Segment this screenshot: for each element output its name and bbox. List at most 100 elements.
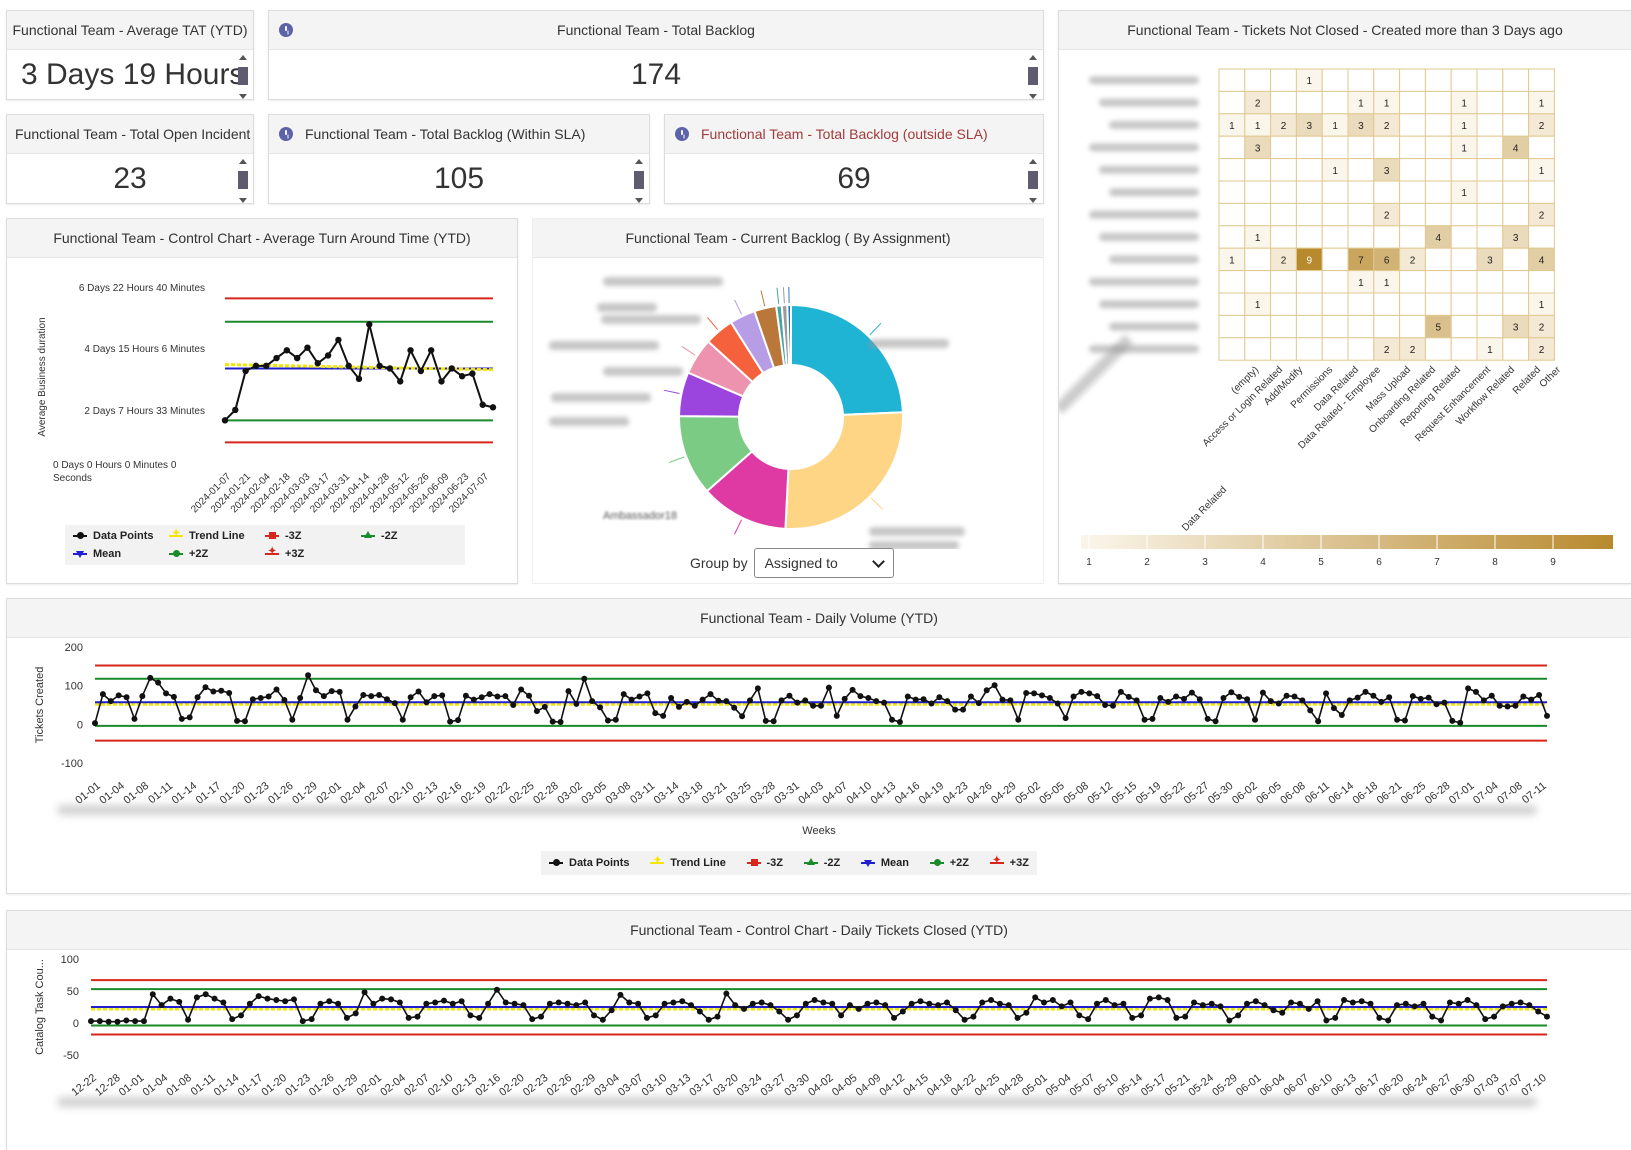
- x-tick-label: 01-26: [266, 780, 296, 807]
- data-point: [1086, 690, 1093, 697]
- data-point: [478, 694, 485, 701]
- legend-item[interactable]: +2Z: [169, 548, 265, 560]
- legend-label: Mean: [880, 857, 910, 869]
- legend-item[interactable]: -3Z: [265, 530, 361, 542]
- x-tick-label: 01-17: [194, 780, 224, 807]
- heatmap-cell: [1450, 314, 1478, 339]
- data-point: [786, 692, 793, 699]
- data-point: [1208, 1000, 1215, 1007]
- data-point: [846, 1002, 853, 1009]
- legend-item[interactable]: +3Z: [265, 546, 361, 560]
- legend-label: Data Points: [569, 857, 630, 869]
- panel-header: Functional Team - Current Backlog ( By A…: [533, 219, 1043, 258]
- data-point: [320, 693, 327, 700]
- data-point: [967, 693, 974, 700]
- data-point: [762, 717, 769, 724]
- scrollbar[interactable]: [1027, 53, 1039, 99]
- data-point: [857, 693, 864, 700]
- data-point: [246, 1000, 253, 1007]
- redacted-label: [551, 393, 651, 402]
- data-point: [1133, 697, 1140, 704]
- legend-item[interactable]: Data Points: [549, 857, 630, 869]
- heatmap-cell-value: 1: [1539, 99, 1545, 110]
- data-point: [1120, 1000, 1127, 1007]
- legend-item[interactable]: +2Z: [929, 857, 969, 869]
- data-point: [423, 1000, 430, 1007]
- data-point: [1367, 1000, 1374, 1007]
- legend-item[interactable]: Mean: [73, 548, 169, 560]
- legend-item[interactable]: -2Z: [803, 857, 840, 869]
- y-axis-label: Catalog Task Cou...: [34, 959, 46, 1055]
- data-point: [265, 693, 272, 700]
- data-point: [1354, 694, 1361, 701]
- legend-item[interactable]: -2Z: [361, 530, 457, 542]
- data-point: [1393, 1002, 1400, 1009]
- data-point: [273, 686, 280, 693]
- data-point: [282, 998, 289, 1005]
- legend-item[interactable]: Data Points: [73, 530, 169, 542]
- data-point: [555, 999, 562, 1006]
- x-tick-label: 02-29: [568, 1072, 598, 1099]
- data-point: [1472, 688, 1479, 695]
- heatmap-cell: [1476, 202, 1504, 227]
- legend-item[interactable]: Trend Line: [169, 528, 265, 542]
- data-point: [467, 1012, 474, 1019]
- heatmap-cell: [1270, 337, 1297, 361]
- scrollbar[interactable]: [237, 157, 249, 203]
- data-point: [873, 999, 880, 1006]
- heatmap-cell: [1218, 158, 1246, 182]
- trend-line: [224, 363, 494, 372]
- data-point: [283, 347, 291, 354]
- data-point: [723, 698, 730, 705]
- heatmap-cell: [1347, 180, 1375, 204]
- legend-item[interactable]: -3Z: [746, 857, 783, 869]
- legend-item[interactable]: Mean: [860, 857, 910, 869]
- heatmap-chart: 1 2 1 1 1 1 1 1 2 3 1 3 2 1 2 3 1 4 1 3 1 1 2 2 1 4 3 1 2 9 7 6 2 3 4 1 1 1 1 5…: [1059, 68, 1613, 568]
- data-point: [263, 362, 270, 370]
- data-point: [376, 362, 383, 370]
- panel-title: Functional Team - Control Chart - Daily …: [630, 922, 1008, 938]
- data-point: [599, 1016, 606, 1023]
- color-scale-label: 4: [1260, 557, 1266, 568]
- x-tick-label: 02-07: [402, 1072, 432, 1099]
- y-tick-label: 100: [61, 954, 79, 966]
- heatmap-cell: [1295, 292, 1323, 316]
- legend-label: +2Z: [189, 548, 209, 560]
- data-point: [660, 712, 667, 719]
- heatmap-cell: [1476, 135, 1504, 160]
- panel-header: Functional Team - Total Backlog (Within …: [269, 115, 649, 154]
- data-point: [926, 1000, 933, 1007]
- heatmap-cell: [1476, 68, 1504, 92]
- scrollbar[interactable]: [237, 53, 249, 99]
- x-tick-label: 06-11: [1303, 780, 1332, 806]
- group-by-select[interactable]: Assigned to: [753, 548, 894, 578]
- heatmap-cell: [1373, 135, 1401, 160]
- x-tick-label: 02-10: [387, 780, 417, 807]
- x-tick-label: 06-10: [1305, 1072, 1335, 1099]
- heatmap-cell-value: 2: [1539, 211, 1545, 222]
- heatmap-cell: [1373, 314, 1401, 339]
- data-point: [1217, 1003, 1224, 1010]
- heatmap-cell: [1476, 158, 1504, 182]
- redacted-axis-text: [57, 1097, 1537, 1107]
- data-point: [1149, 715, 1156, 722]
- data-point: [414, 1013, 421, 1020]
- data-point: [1094, 693, 1101, 700]
- redacted-row-label: [1099, 98, 1199, 107]
- data-point: [415, 688, 422, 695]
- data-point: [485, 1000, 492, 1007]
- x-tick-label: 07-07: [1496, 1072, 1526, 1099]
- x-tick-label: 06-13: [1329, 1072, 1359, 1099]
- legend-item[interactable]: +3Z: [989, 855, 1029, 869]
- heatmap-cell-value: 4: [1513, 143, 1519, 154]
- legend-marker-icon: [989, 855, 1004, 868]
- legend-item[interactable]: Trend Line: [650, 855, 726, 869]
- data-point: [1299, 697, 1306, 704]
- data-point: [1488, 692, 1495, 699]
- heatmap-cell: [1218, 314, 1246, 339]
- scrollbar[interactable]: [1027, 157, 1039, 203]
- data-point: [167, 995, 174, 1002]
- heatmap-cell-value: 1: [1384, 99, 1390, 110]
- scrollbar[interactable]: [633, 157, 645, 203]
- heatmap-cell: [1295, 337, 1323, 361]
